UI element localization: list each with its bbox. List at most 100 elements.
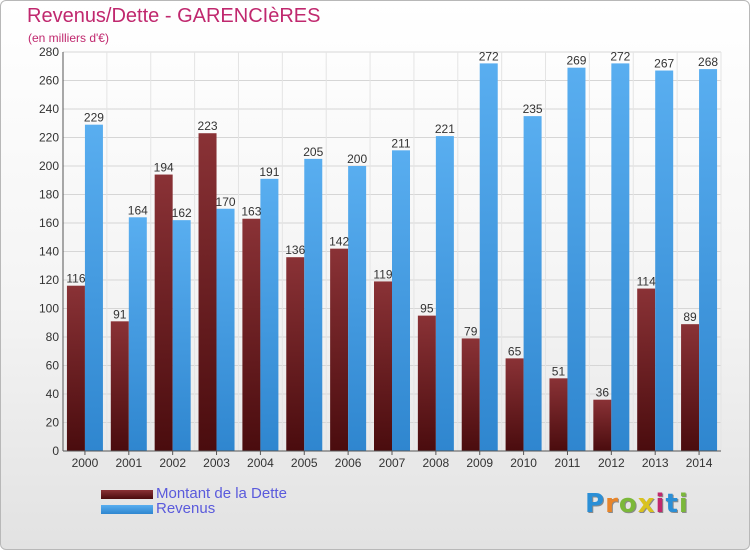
y-tick-label: 200 xyxy=(39,159,59,173)
data-label-dette: 51 xyxy=(552,364,566,378)
x-tick-label: 2003 xyxy=(203,456,230,470)
data-label-revenus: 205 xyxy=(303,145,323,159)
x-tick-label: 2007 xyxy=(379,456,406,470)
y-tick-label: 180 xyxy=(39,188,59,202)
data-label-revenus: 211 xyxy=(391,136,410,150)
data-label-revenus: 272 xyxy=(610,49,630,63)
bar-dette xyxy=(110,321,129,451)
data-label-revenus: 191 xyxy=(259,165,279,179)
x-tick-label: 2005 xyxy=(291,456,318,470)
bars xyxy=(66,63,718,452)
data-label-revenus: 235 xyxy=(523,102,543,116)
bar-dette xyxy=(198,133,217,451)
data-label-dette: 89 xyxy=(683,310,697,324)
data-label-revenus: 221 xyxy=(435,122,455,136)
data-label-revenus: 269 xyxy=(566,54,586,68)
bar-revenus xyxy=(172,220,191,451)
data-label-revenus: 229 xyxy=(84,111,104,125)
x-tick-label: 2002 xyxy=(159,456,186,470)
bar-dette xyxy=(461,338,480,451)
x-tick-label: 2008 xyxy=(423,456,450,470)
x-tick-label: 2009 xyxy=(466,456,493,470)
bar-revenus xyxy=(699,69,718,451)
y-tick-label: 140 xyxy=(39,245,59,259)
bar-revenus xyxy=(304,158,323,451)
bar-dette xyxy=(330,248,349,451)
bar-revenus xyxy=(567,67,586,452)
bar-dette xyxy=(242,218,261,451)
x-tick-label: 2010 xyxy=(510,456,537,470)
x-tick-label: 2014 xyxy=(686,456,713,470)
x-tick-label: 2011 xyxy=(555,456,581,470)
bar-dette xyxy=(286,257,305,451)
data-label-revenus: 268 xyxy=(698,55,718,69)
bar-dette xyxy=(374,281,392,451)
data-label-revenus: 170 xyxy=(216,195,236,209)
data-label-revenus: 272 xyxy=(479,49,499,63)
x-tick-label: 2013 xyxy=(642,456,669,470)
bar-revenus xyxy=(611,63,630,452)
data-label-dette: 79 xyxy=(464,324,478,338)
y-tick-label: 240 xyxy=(39,102,59,116)
bar-revenus xyxy=(128,217,147,451)
legend-label-revenus: Revenus xyxy=(156,500,216,517)
y-tick-label: 120 xyxy=(39,273,59,287)
x-tick-label: 2000 xyxy=(72,456,99,470)
bar-revenus xyxy=(655,70,674,452)
bar-dette xyxy=(505,358,524,451)
data-label-dette: 95 xyxy=(420,302,434,316)
x-tick-label: 2006 xyxy=(335,456,362,470)
legend-swatch-revenus xyxy=(101,505,153,514)
data-label-revenus: 164 xyxy=(128,203,148,217)
data-label-dette: 91 xyxy=(113,307,127,321)
bar-revenus xyxy=(435,136,454,451)
data-label-dette: 116 xyxy=(66,272,85,286)
bar-dette xyxy=(637,288,656,451)
x-tick-label: 2001 xyxy=(115,456,142,470)
data-label-dette: 36 xyxy=(596,386,610,400)
data-label-dette: 114 xyxy=(637,275,656,289)
y-tick-label: 260 xyxy=(39,74,59,88)
bar-revenus xyxy=(348,166,367,451)
labels: 0 20 40 60 80 100 120 140 160 180 200 220 240 260 280 1… xyxy=(39,45,718,470)
data-label-dette: 136 xyxy=(285,243,305,257)
legend-swatch-dette xyxy=(101,490,153,499)
x-tick-label: 2012 xyxy=(598,456,625,470)
bar-revenus xyxy=(523,116,542,451)
data-label-dette: 142 xyxy=(329,235,349,249)
y-tick-label: 80 xyxy=(46,330,60,344)
data-label-dette: 163 xyxy=(241,205,261,219)
bar-dette xyxy=(66,285,85,451)
bar-revenus xyxy=(84,124,103,452)
y-tick-label: 40 xyxy=(46,387,60,401)
bar-revenus xyxy=(260,178,279,451)
bar-dette xyxy=(154,174,173,452)
x-tick-label: 2004 xyxy=(247,456,274,470)
chart-title: Revenus/Dette - GARENCIèRES xyxy=(27,5,321,27)
data-label-revenus: 267 xyxy=(654,57,674,71)
bar-dette xyxy=(417,315,436,451)
data-label-dette: 194 xyxy=(154,161,174,175)
y-tick-label: 60 xyxy=(46,359,60,373)
data-label-revenus: 200 xyxy=(347,152,367,166)
legend-label-dette: Montant de la Dette xyxy=(156,485,287,502)
bar-revenus xyxy=(479,63,498,452)
y-tick-label: 20 xyxy=(46,416,60,430)
y-tick-label: 100 xyxy=(39,302,59,316)
bar-dette xyxy=(549,378,568,451)
y-tick-label: 0 xyxy=(52,444,59,458)
bar-dette xyxy=(681,324,700,451)
y-tick-label: 160 xyxy=(39,216,59,230)
proxiti-logo: Proxiti xyxy=(585,489,689,519)
chart-subtitle: (en milliers d'€) xyxy=(28,31,109,45)
y-tick-label: 280 xyxy=(39,45,59,59)
data-label-dette: 223 xyxy=(198,119,218,133)
bar-dette xyxy=(593,399,612,451)
data-label-revenus: 162 xyxy=(172,206,192,220)
bar-revenus xyxy=(392,150,410,451)
axes xyxy=(62,52,721,455)
data-label-dette: 65 xyxy=(508,344,522,358)
y-tick-label: 220 xyxy=(39,131,59,145)
